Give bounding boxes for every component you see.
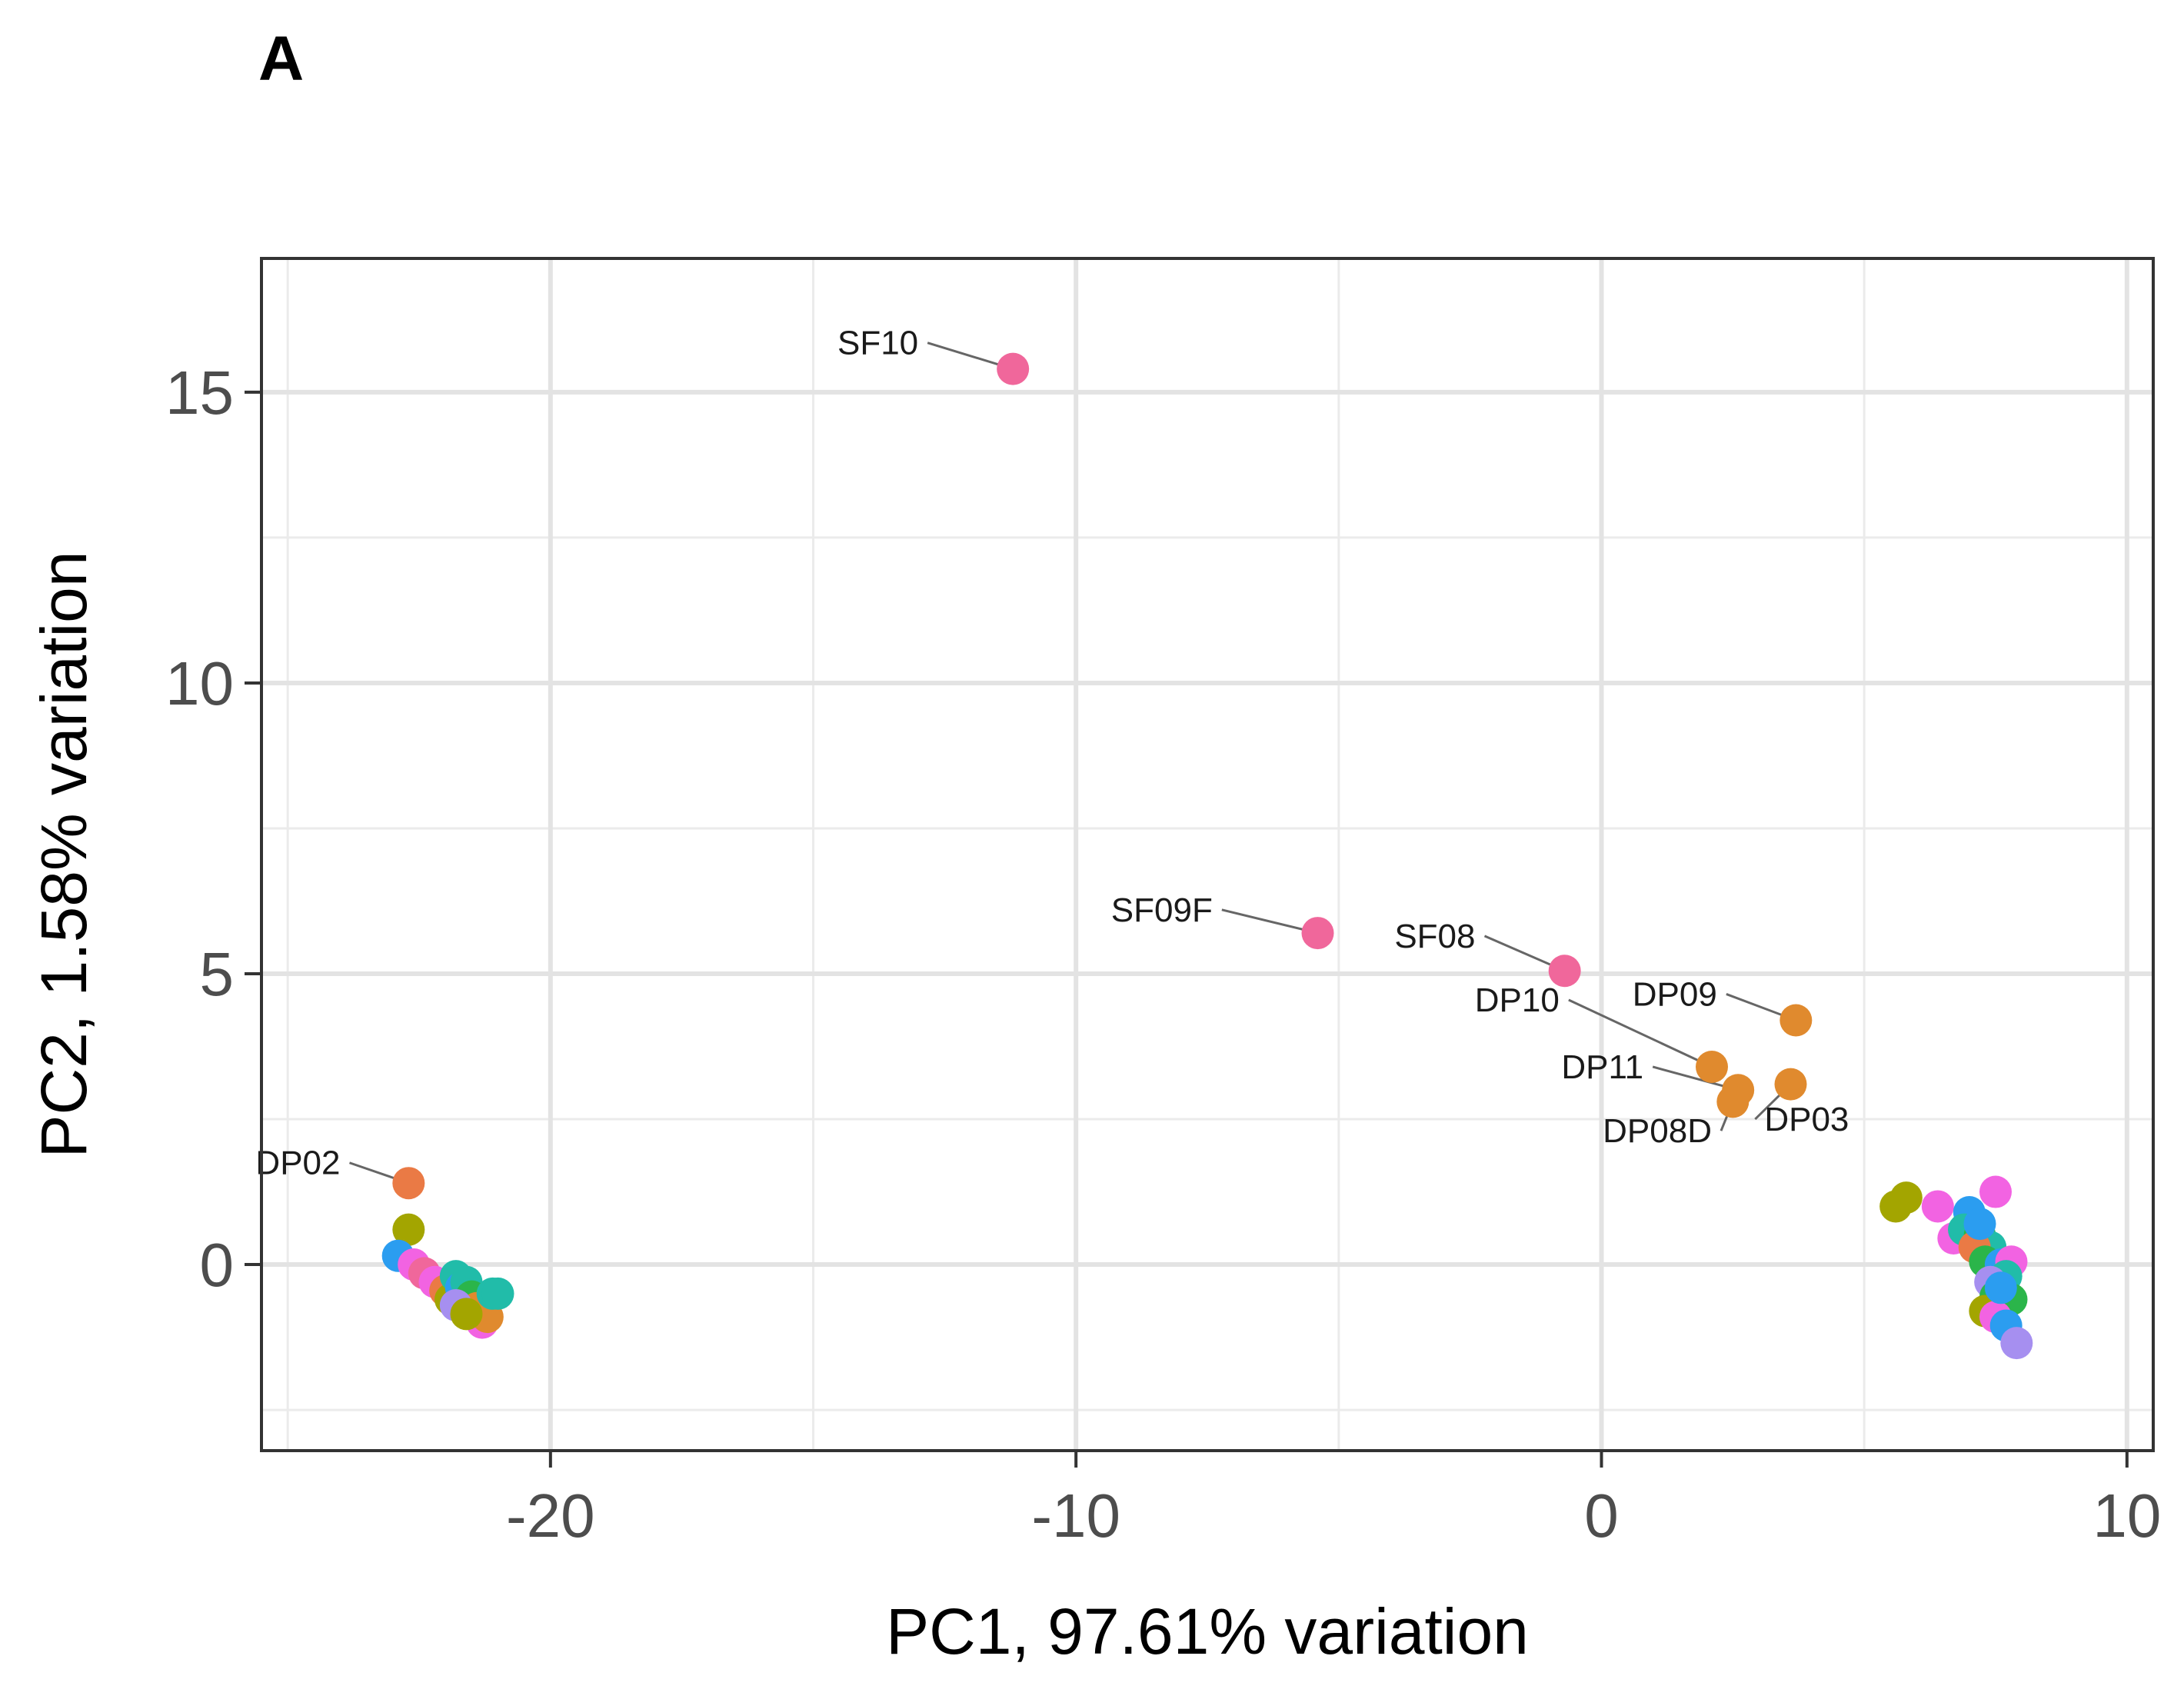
data-point <box>1979 1175 2012 1208</box>
labeled-data-point <box>1548 955 1581 988</box>
labeled-data-point <box>1696 1050 1728 1083</box>
point-label: DP03 <box>1764 1101 1849 1138</box>
x-tick-label: -20 <box>506 1481 595 1550</box>
data-points <box>381 352 2033 1360</box>
label-leader-line <box>1568 998 1713 1068</box>
data-point <box>1984 1271 2017 1304</box>
x-tick-label: 10 <box>2092 1481 2161 1550</box>
labeled-data-point <box>392 1167 425 1200</box>
labeled-data-point <box>1779 1004 1813 1037</box>
data-point <box>2000 1327 2033 1360</box>
labeled-data-point <box>1774 1068 1807 1101</box>
point-label: DP09 <box>1633 975 1717 1013</box>
x-axis-title: PC1, 97.61% variation <box>886 1595 1529 1668</box>
x-tick-label: 0 <box>1584 1481 1619 1550</box>
data-point <box>450 1298 483 1331</box>
x-tick-label: -10 <box>1031 1481 1120 1550</box>
data-point <box>1889 1181 1923 1215</box>
x-axis-ticks: -20 -10 0 10 <box>506 1451 2161 1550</box>
labeled-data-point <box>1301 917 1334 950</box>
label-leader-line <box>1221 908 1318 935</box>
data-point <box>481 1277 514 1310</box>
point-label: SF10 <box>837 325 918 362</box>
panel-label: A <box>258 24 305 94</box>
point-label: DP10 <box>1475 981 1560 1019</box>
point-label: SF08 <box>1394 918 1475 955</box>
labeled-data-point <box>997 352 1030 385</box>
labeled-data-point <box>1716 1085 1750 1118</box>
y-tick-label: 10 <box>165 649 234 718</box>
major-gridlines <box>261 258 2153 1451</box>
point-label: SF09F <box>1111 891 1213 929</box>
plot-border <box>260 257 2155 1452</box>
data-point <box>1921 1190 1954 1223</box>
point-label: DP02 <box>255 1145 340 1182</box>
data-point <box>392 1213 425 1246</box>
y-tick-label: 0 <box>200 1231 235 1299</box>
point-label: DP08D <box>1603 1112 1712 1150</box>
point-label: DP11 <box>1561 1048 1643 1086</box>
data-point <box>1963 1208 1996 1241</box>
y-tick-label: 5 <box>200 940 235 1008</box>
minor-gridlines <box>261 258 2153 1451</box>
y-axis-title: PC2, 1.58% variation <box>28 551 100 1158</box>
y-axis-ticks: 0 5 10 15 <box>165 358 261 1299</box>
y-tick-label: 15 <box>165 358 234 427</box>
